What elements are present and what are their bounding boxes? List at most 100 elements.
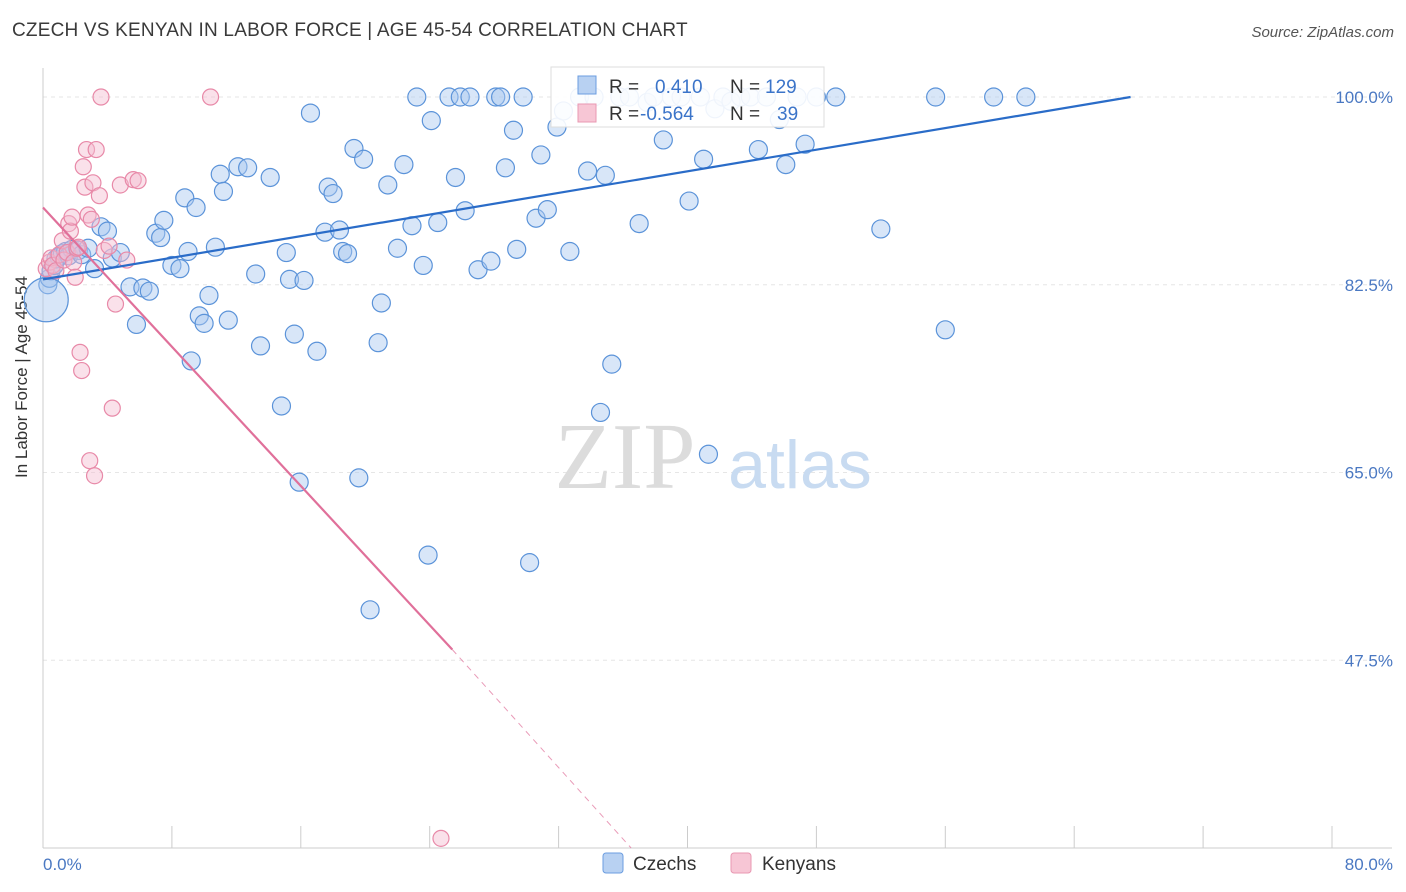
- chart-title: CZECH VS KENYAN IN LABOR FORCE | AGE 45-…: [12, 20, 688, 41]
- czech-point: [368, 333, 388, 353]
- czech-point: [181, 351, 201, 371]
- czech-point: [284, 324, 304, 344]
- y-tick-label-1: 65.0%: [1345, 464, 1393, 483]
- kenyan-point: [71, 343, 89, 361]
- kenyan-point: [100, 237, 118, 255]
- czech-point: [300, 103, 321, 123]
- legend-kenyan-swatch: [730, 852, 752, 874]
- legend: Czechs Kenyans: [602, 852, 836, 875]
- czech-point: [210, 164, 230, 184]
- kenyan-trend-extension: [451, 649, 632, 849]
- czech-point: [139, 281, 159, 301]
- czech-point: [694, 149, 714, 169]
- kenyan-point: [87, 140, 105, 159]
- czech-point: [271, 396, 292, 416]
- y-tick-label-0: 47.5%: [1345, 651, 1393, 670]
- kenyan-point: [44, 256, 62, 275]
- czech-trend-line: [42, 95, 1131, 281]
- czech-point: [595, 165, 615, 185]
- kenyan-point: [74, 158, 92, 176]
- czech-points: [23, 87, 1036, 620]
- czech-point: [276, 242, 296, 263]
- czech-point: [126, 314, 147, 335]
- kenyan-point: [58, 243, 76, 262]
- kenyan-point: [82, 210, 100, 228]
- czech-point: [450, 87, 470, 107]
- kenyan-point: [129, 172, 147, 190]
- watermark: ZIP atlas: [555, 405, 872, 509]
- kenyan-point: [106, 295, 125, 313]
- kenyan-point: [76, 178, 94, 196]
- trend-lines: [42, 95, 1131, 849]
- czech-point: [289, 472, 309, 492]
- czech-point: [926, 87, 946, 107]
- stats-czech-swatch: [577, 75, 597, 95]
- kenyan-point: [65, 253, 83, 271]
- kenyan-point: [81, 452, 99, 470]
- czech-point: [679, 191, 699, 211]
- x-tick-label-0: 0.0%: [43, 855, 82, 874]
- watermark-zip: ZIP: [555, 405, 696, 509]
- czech-point: [984, 87, 1004, 107]
- tick-labels: 47.5% 65.0% 82.5% 100.0% 0.0% 80.0%: [43, 88, 1393, 874]
- czech-point: [294, 270, 314, 291]
- czech-point: [460, 87, 480, 107]
- legend-czech-swatch: [602, 852, 624, 874]
- kenyan-points: [37, 88, 450, 847]
- stats-kenyan-n: 39: [777, 104, 798, 125]
- y-tick-label-3: 100.0%: [1335, 88, 1393, 107]
- kenyan-point: [90, 187, 108, 205]
- czech-point: [154, 210, 174, 230]
- czech-point: [378, 175, 398, 195]
- kenyan-point: [111, 176, 129, 194]
- czech-point: [354, 149, 374, 169]
- czech-point: [602, 354, 622, 374]
- czech-point: [531, 145, 551, 165]
- czech-point: [503, 120, 524, 140]
- czech-point: [349, 468, 369, 488]
- stats-box: R = 0.410 N = 129 R = -0.564 N = 39: [550, 66, 825, 128]
- stats-kenyan-r: -0.564: [640, 104, 694, 125]
- czech-point: [307, 341, 327, 361]
- czech-point: [439, 87, 459, 107]
- legend-kenyan-label: Kenyans: [762, 854, 836, 875]
- gridlines: [43, 96, 1392, 661]
- czech-point: [748, 139, 768, 160]
- czech-point: [97, 221, 118, 241]
- czech-point: [590, 402, 611, 423]
- czech-point: [481, 251, 501, 271]
- czech-point: [199, 285, 219, 306]
- kenyan-trend-line: [42, 206, 454, 651]
- czech-point: [826, 87, 846, 107]
- czech-point: [578, 161, 598, 181]
- kenyan-point: [77, 140, 96, 159]
- kenyan-point: [201, 88, 220, 106]
- czech-point: [170, 259, 190, 279]
- czech-point: [653, 130, 673, 150]
- czech-point: [228, 157, 248, 177]
- kenyan-point: [92, 88, 110, 106]
- czech-point: [337, 244, 358, 264]
- czech-point: [186, 197, 206, 218]
- czech-point: [1016, 87, 1036, 107]
- czech-point: [178, 241, 198, 262]
- kenyan-point: [63, 208, 81, 226]
- czech-point: [507, 239, 527, 259]
- czech-point: [935, 320, 955, 340]
- x-tick-label-1: 80.0%: [1345, 855, 1393, 874]
- czech-point: [776, 154, 796, 175]
- czech-point: [246, 264, 266, 284]
- czech-point: [213, 181, 234, 202]
- czech-point: [428, 212, 448, 233]
- y-tick-label-2: 82.5%: [1345, 276, 1393, 295]
- czech-point: [421, 111, 441, 131]
- stats-czech-r: 0.410: [655, 77, 703, 98]
- source-credit: Source: ZipAtlas.com: [1251, 24, 1394, 41]
- czech-point: [279, 269, 300, 289]
- czech-point: [490, 87, 511, 107]
- czech-point: [205, 237, 226, 257]
- czech-point: [513, 87, 533, 107]
- czech-point: [238, 158, 258, 178]
- czech-point: [194, 313, 214, 333]
